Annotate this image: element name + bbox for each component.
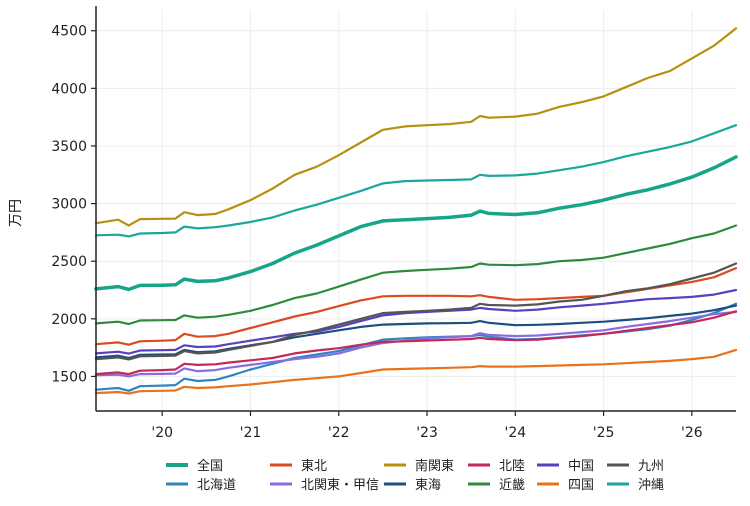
legend-label: 中国 <box>568 459 594 474</box>
legend-item: 北海道 <box>166 478 236 493</box>
legend-label: 九州 <box>638 459 664 474</box>
x-tick-label: '26 <box>681 425 703 441</box>
legend-item: 九州 <box>607 459 664 474</box>
series-line-7 <box>94 224 738 326</box>
series-line-0 <box>94 155 738 292</box>
legend-item: 北関東・甲信 <box>270 477 379 493</box>
y-tick-label: 1500 <box>51 369 87 385</box>
legend-label: 東北 <box>301 458 327 474</box>
legend-label: 北陸 <box>499 458 525 474</box>
legend-label: 北海道 <box>197 478 236 493</box>
series-line-4 <box>94 27 738 227</box>
x-tick-label: '20 <box>151 425 173 441</box>
y-tick-label: 4000 <box>51 81 87 97</box>
series-line-6 <box>94 310 738 376</box>
legend-item: 沖縄 <box>607 478 664 493</box>
x-tick-label: '23 <box>416 425 438 441</box>
legend-label: 東海 <box>415 477 441 493</box>
y-axis-label: 万円 <box>8 199 24 227</box>
y-tick-label: 3500 <box>51 139 87 155</box>
x-tick-label: '21 <box>240 425 262 441</box>
x-tick-label: '25 <box>593 425 615 441</box>
series-line-3 <box>94 310 738 378</box>
legend-label: 北関東・甲信 <box>301 477 379 493</box>
legend-item: 全国 <box>166 458 223 474</box>
y-tick-label: 4500 <box>51 24 87 40</box>
axes: 1500 2000 2500 3000 3500 4000 4500 '20 '21 '22 '23… <box>51 6 736 441</box>
legend-item: 中国 <box>537 459 594 474</box>
legend-label: 全国 <box>197 458 223 474</box>
legend-item: 南関東 <box>384 458 454 474</box>
grid <box>96 10 736 411</box>
series-line-5 <box>94 304 738 360</box>
series-line-9 <box>94 348 738 395</box>
legend-item: 四国 <box>537 478 594 493</box>
legend-item: 東北 <box>270 458 327 474</box>
legend-label: 沖縄 <box>638 478 664 493</box>
x-tick-label: '24 <box>504 425 526 441</box>
legend-item: 東海 <box>384 477 441 493</box>
y-tick-label: 2500 <box>51 254 87 270</box>
legend-label: 四国 <box>568 478 594 493</box>
legend-label: 近畿 <box>499 478 525 493</box>
y-tick-label: 2000 <box>51 312 87 328</box>
series-lines <box>94 27 738 395</box>
series-line-10 <box>94 262 738 361</box>
series-line-8 <box>94 288 738 355</box>
y-tick-label: 3000 <box>51 197 87 213</box>
legend-label: 南関東 <box>415 458 454 474</box>
x-tick-label: '22 <box>328 425 350 441</box>
legend-item: 北陸 <box>468 458 525 474</box>
legend-item: 近畿 <box>468 478 525 493</box>
series-line-11 <box>94 124 738 238</box>
